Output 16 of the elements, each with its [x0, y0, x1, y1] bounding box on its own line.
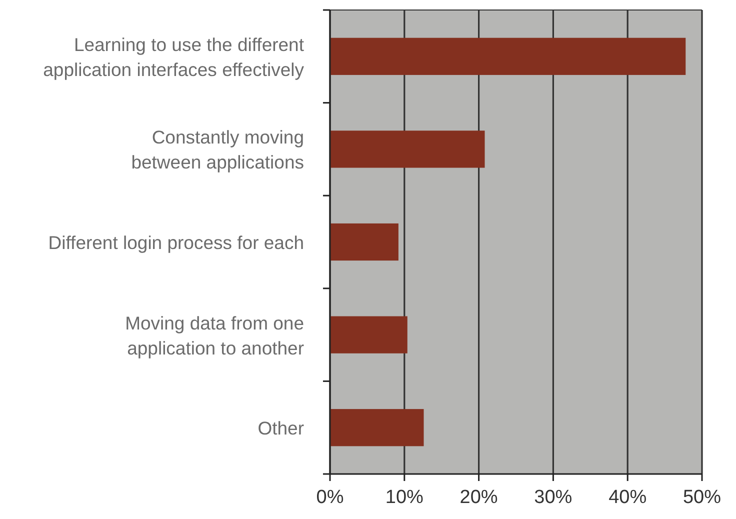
x-tick-label: 10%	[385, 487, 424, 508]
bar	[330, 38, 686, 75]
y-tick-label: Other	[258, 417, 304, 438]
y-tick-label: Constantly moving between applications	[131, 126, 304, 172]
bar	[330, 316, 408, 354]
bar	[330, 130, 485, 168]
y-tick-label: Learning to use the different application interfaces effectively	[43, 33, 305, 80]
bar	[330, 409, 424, 446]
x-tick-label: 0%	[316, 487, 344, 508]
x-tick-label: 50%	[682, 487, 722, 508]
x-tick-label: 30%	[534, 487, 572, 508]
y-tick-label: Different login process for each	[48, 232, 304, 252]
x-tick-label: 20%	[460, 487, 498, 508]
x-tick-label: 40%	[608, 487, 647, 508]
y-tick-label: Moving data from one application to another	[125, 312, 304, 358]
bar	[330, 223, 398, 261]
